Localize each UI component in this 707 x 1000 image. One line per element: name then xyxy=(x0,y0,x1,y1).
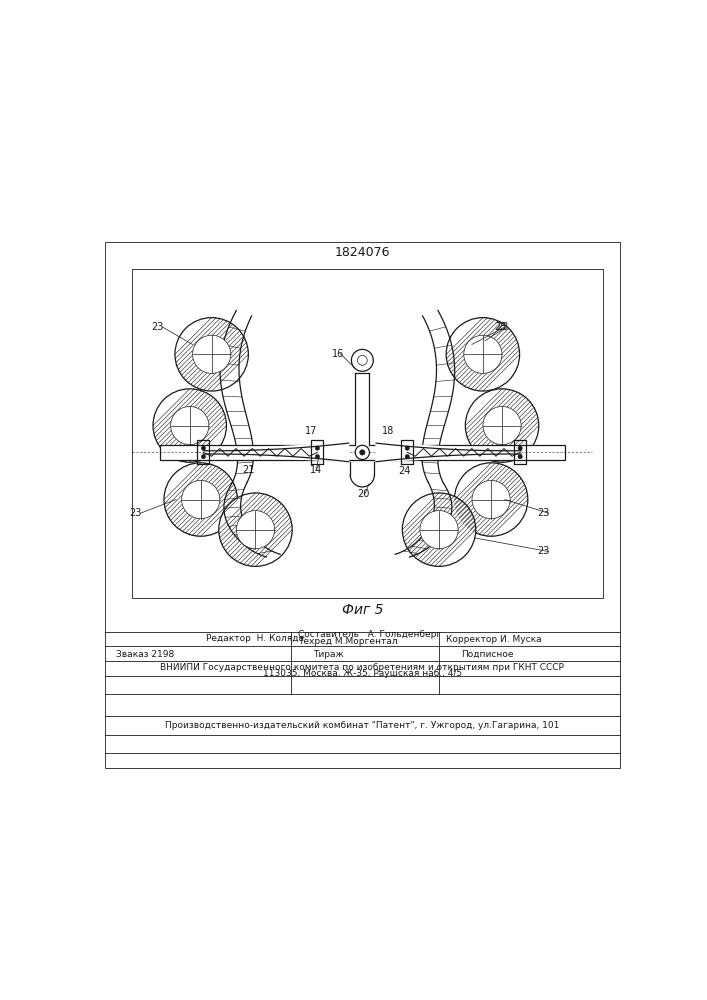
Text: ВНИИПИ Государственного комитета по изобретениям и открытиям при ГКНТ СССР: ВНИИПИ Государственного комитета по изоб… xyxy=(160,663,564,672)
Text: 17: 17 xyxy=(305,426,317,436)
Circle shape xyxy=(405,454,409,459)
Text: Фиг 5: Фиг 5 xyxy=(341,603,383,617)
Circle shape xyxy=(446,318,520,391)
Text: Техред М.Моргентал: Техред М.Моргентал xyxy=(298,637,397,646)
Circle shape xyxy=(218,493,292,566)
Text: 24: 24 xyxy=(398,466,410,476)
Text: 18: 18 xyxy=(382,426,394,436)
Text: 23: 23 xyxy=(538,508,550,518)
Circle shape xyxy=(455,463,528,536)
Text: 113035, Москва, Ж-35, Раушская наб., 4/5: 113035, Москва, Ж-35, Раушская наб., 4/5 xyxy=(263,669,462,678)
Bar xyxy=(160,445,565,460)
Polygon shape xyxy=(422,310,455,483)
Circle shape xyxy=(405,446,409,450)
Circle shape xyxy=(315,446,320,450)
Circle shape xyxy=(402,493,476,566)
Circle shape xyxy=(483,406,521,445)
Text: 16: 16 xyxy=(332,349,344,359)
Bar xyxy=(132,269,604,598)
Polygon shape xyxy=(220,310,253,483)
Text: 23: 23 xyxy=(538,546,550,556)
Circle shape xyxy=(355,445,370,460)
Text: Тираж: Тираж xyxy=(313,650,344,659)
Text: 23: 23 xyxy=(494,322,506,332)
Circle shape xyxy=(192,335,230,373)
Circle shape xyxy=(153,389,226,462)
Circle shape xyxy=(236,511,274,549)
Circle shape xyxy=(472,480,510,519)
Circle shape xyxy=(518,446,522,450)
Circle shape xyxy=(182,480,220,519)
Circle shape xyxy=(164,463,238,536)
Polygon shape xyxy=(395,482,452,557)
Circle shape xyxy=(518,454,522,459)
Text: 14: 14 xyxy=(310,465,322,475)
Polygon shape xyxy=(204,443,349,462)
Circle shape xyxy=(358,355,367,365)
Polygon shape xyxy=(376,443,521,462)
Circle shape xyxy=(175,318,248,391)
Text: Редактор  Н. Коляда: Редактор Н. Коляда xyxy=(206,634,304,643)
Text: Производственно-издательский комбинат "Патент", г. Ужгород, ул.Гагарина, 101: Производственно-издательский комбинат "П… xyxy=(165,721,559,730)
Text: Корректор И. Муска: Корректор И. Муска xyxy=(445,635,542,644)
Circle shape xyxy=(464,335,502,373)
Circle shape xyxy=(201,454,206,459)
Text: 1824076: 1824076 xyxy=(334,246,390,259)
Text: 20: 20 xyxy=(357,489,369,499)
Polygon shape xyxy=(224,482,280,557)
Text: Составитель   А. Гольденберг: Составитель А. Гольденберг xyxy=(298,630,441,639)
Circle shape xyxy=(360,450,365,455)
Text: 23: 23 xyxy=(151,322,164,332)
Text: 21: 21 xyxy=(242,465,255,475)
Circle shape xyxy=(201,446,206,450)
Circle shape xyxy=(465,389,539,462)
Text: Подписное: Подписное xyxy=(461,650,513,659)
Circle shape xyxy=(170,406,209,445)
Polygon shape xyxy=(355,373,370,445)
Circle shape xyxy=(351,349,373,371)
Text: 23: 23 xyxy=(496,322,509,332)
Circle shape xyxy=(315,454,320,459)
Circle shape xyxy=(420,511,458,549)
Text: Зваказ 2198: Зваказ 2198 xyxy=(116,650,174,659)
Text: 23: 23 xyxy=(129,508,142,518)
